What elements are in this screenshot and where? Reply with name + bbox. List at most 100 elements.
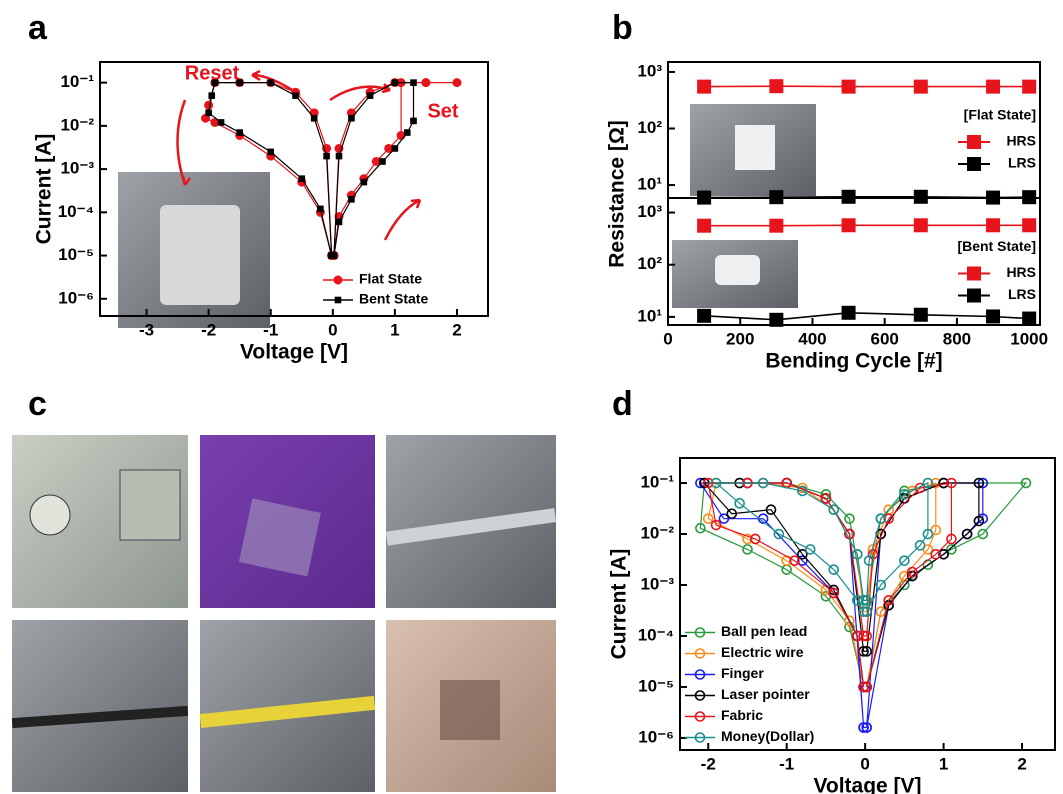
legend-label: Ball pen lead bbox=[721, 623, 807, 639]
marker bbox=[205, 109, 212, 117]
legend-label: HRS bbox=[1006, 133, 1036, 149]
marker bbox=[1020, 477, 1032, 489]
photo-grid bbox=[11, 435, 557, 792]
marker bbox=[773, 528, 785, 540]
x-tick-label: -2 bbox=[201, 320, 216, 339]
marker bbox=[379, 158, 386, 165]
marker bbox=[323, 152, 330, 160]
marker bbox=[310, 114, 318, 122]
x-tick-label: 600 bbox=[871, 329, 899, 348]
marker bbox=[852, 630, 863, 642]
marker bbox=[841, 79, 856, 94]
legend-label: Electric wire bbox=[721, 644, 804, 660]
seal bbox=[29, 494, 71, 536]
marker bbox=[742, 544, 753, 555]
legend-title: [Flat State] bbox=[964, 107, 1036, 123]
marker bbox=[334, 296, 342, 304]
panel-label: c bbox=[28, 385, 47, 423]
legend-label: Flat State bbox=[359, 271, 422, 287]
marker bbox=[875, 513, 887, 524]
annotation: Reset bbox=[185, 62, 240, 84]
x-tick-label: 400 bbox=[798, 329, 826, 348]
legend-item: Laser pointer bbox=[685, 686, 810, 702]
y-axis-label: Resistance [Ω] bbox=[606, 120, 629, 268]
marker bbox=[208, 92, 216, 99]
y-tick-label: 10⁻³ bbox=[640, 574, 674, 593]
x-tick-label: -1 bbox=[779, 754, 794, 773]
marker bbox=[694, 690, 706, 701]
y-tick-label: 10⁻² bbox=[60, 115, 94, 134]
marker bbox=[410, 117, 417, 125]
series-line bbox=[707, 482, 952, 688]
marker bbox=[861, 681, 873, 693]
legend-item: LRS bbox=[958, 155, 1036, 171]
panel-label: a bbox=[28, 9, 48, 47]
marker bbox=[797, 485, 808, 497]
marker bbox=[292, 92, 299, 99]
marker bbox=[710, 519, 722, 531]
y-tick-label: 10⁻¹ bbox=[640, 473, 674, 492]
device-grid bbox=[238, 498, 321, 577]
marker bbox=[804, 544, 816, 555]
marker bbox=[734, 498, 745, 509]
legend-label: Finger bbox=[721, 665, 764, 681]
device bbox=[735, 125, 775, 170]
x-tick-label: 800 bbox=[943, 329, 971, 348]
legend-label: LRS bbox=[1008, 155, 1036, 171]
x-tick-label: 0 bbox=[328, 320, 337, 339]
legend-item: HRS bbox=[958, 264, 1036, 281]
marker bbox=[946, 544, 957, 555]
marker bbox=[694, 732, 706, 743]
y-tick-label: 10² bbox=[637, 254, 662, 273]
legend-item: Finger bbox=[685, 665, 764, 681]
marker bbox=[828, 504, 840, 516]
marker bbox=[906, 566, 918, 578]
marker bbox=[396, 130, 406, 140]
y-tick-label: 10³ bbox=[637, 61, 662, 80]
marker bbox=[236, 129, 243, 136]
marker bbox=[844, 615, 855, 626]
marker bbox=[986, 218, 1001, 233]
x-tick-label: 2 bbox=[1017, 754, 1026, 773]
marker bbox=[883, 513, 894, 524]
legend-item: Bent State bbox=[323, 291, 428, 307]
panel-label: d bbox=[612, 385, 633, 423]
marker bbox=[841, 218, 856, 233]
marker bbox=[697, 308, 712, 323]
marker bbox=[967, 135, 981, 149]
series-line bbox=[702, 482, 980, 688]
portrait bbox=[119, 469, 181, 541]
marker bbox=[697, 79, 712, 94]
marker bbox=[946, 477, 957, 489]
x-tick-label: -3 bbox=[139, 320, 154, 339]
marker bbox=[403, 129, 411, 136]
x-tick-label: 2 bbox=[452, 320, 461, 339]
marker bbox=[922, 528, 934, 540]
legend-item: Ball pen lead bbox=[685, 623, 807, 639]
marker bbox=[204, 100, 214, 110]
x-tick-label: -2 bbox=[701, 754, 716, 773]
marker bbox=[938, 549, 949, 560]
y-tick-label: 10⁻⁵ bbox=[638, 676, 674, 695]
marker bbox=[913, 189, 928, 204]
marker bbox=[360, 178, 368, 186]
series-line bbox=[704, 311, 1030, 321]
marker bbox=[858, 630, 869, 642]
marker bbox=[371, 156, 381, 166]
marker bbox=[977, 528, 989, 540]
y-tick-label: 10⁻¹ bbox=[60, 72, 94, 91]
marker bbox=[967, 288, 981, 303]
marker bbox=[913, 79, 928, 94]
device-grid bbox=[440, 680, 500, 740]
marker bbox=[946, 533, 957, 545]
legend-item: Flat State bbox=[323, 271, 422, 287]
marker bbox=[973, 477, 985, 489]
marker bbox=[333, 275, 343, 285]
marker bbox=[452, 78, 462, 88]
y-axis-label: Current [A] bbox=[33, 134, 56, 245]
legend-label: HRS bbox=[1006, 264, 1036, 280]
marker bbox=[899, 485, 910, 497]
marker bbox=[694, 669, 706, 680]
marker bbox=[328, 252, 335, 259]
